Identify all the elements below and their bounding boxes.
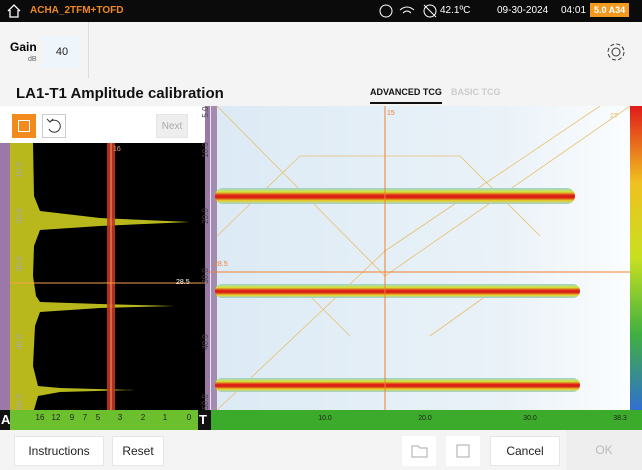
home-icon[interactable] [6, 3, 22, 19]
a-corner: A [1, 412, 11, 427]
a-amplitude-label: 2 [141, 413, 146, 422]
date: 09-30-2024 [497, 5, 549, 16]
tfm-cursor-label: 15 [387, 110, 395, 117]
tab-advanced[interactable]: ADVANCED TCG [370, 87, 442, 104]
reset-button[interactable]: Reset [112, 436, 164, 466]
gain-label: Gain [10, 40, 37, 54]
tfm-depth-label: 5.0 [201, 106, 210, 118]
tfm-index-label: 38.3 [613, 415, 627, 422]
a-amplitude-label: 9 [70, 413, 75, 422]
a-amplitude-label: 7 [83, 413, 88, 422]
title-row: LA1-T1 Amplitude calibration ADVANCED TC… [0, 78, 642, 106]
a-amplitude-label: 0 [187, 413, 192, 422]
toolbar: Next [0, 106, 210, 143]
tfm-depth-label: 10.0 [201, 142, 210, 158]
a-amplitude-label: 3 [118, 413, 123, 422]
app-name: ACHA_2TFM+TOFD [30, 5, 124, 16]
undo-button[interactable] [42, 114, 66, 138]
tfm-depth-label: 40.0 [201, 334, 210, 350]
scan-views: 10.0 20.0 30.0 40.0 50.0 16 28.5 16 12 9 7 5 3 2 1 0 A 5.… [0, 106, 642, 430]
a-depth-label: 10.0 [15, 162, 24, 178]
a-amplitude-label: 1 [163, 413, 168, 422]
gain-input[interactable]: 40 [43, 36, 81, 68]
ok-button[interactable]: OK [566, 430, 642, 470]
status-bar: ACHA_2TFM+TOFD 42.1ºC 09-30-2024 04:01 5… [0, 0, 642, 22]
tfm-index-label: 10.0 [318, 415, 332, 422]
a-amplitude-label: 5 [96, 413, 101, 422]
a-cursor-label: 16 [113, 146, 121, 153]
select-button[interactable] [12, 114, 36, 138]
status-icons [379, 4, 437, 18]
gain-row: Gain dB 40 [0, 22, 642, 78]
time: 04:01 [561, 5, 587, 16]
settings-button[interactable] [604, 40, 628, 64]
cancel-button[interactable]: Cancel [490, 436, 560, 466]
next-button[interactable]: Next [156, 114, 188, 138]
a-depth-label: 20.0 [15, 208, 24, 224]
badge: 5.0 A34 [590, 3, 630, 17]
tfm-depth-label: 30.0 [201, 268, 210, 284]
a-depth-label: 50.0 [15, 394, 24, 410]
tfm-depth-label: 50.0 [201, 394, 210, 410]
bottom-bar: Instructions Reset Cancel OK [0, 430, 642, 470]
a-depth-label: 30.0 [15, 256, 24, 272]
tfm-corner: T [199, 412, 207, 427]
tfm-cursor-label: 2T [610, 113, 619, 120]
a-cursor-label: 28.5 [176, 279, 190, 286]
a-amplitude-label: 16 [36, 413, 45, 422]
temperature: 42.1ºC [440, 5, 471, 16]
tab-basic[interactable]: BASIC TCG [451, 87, 501, 97]
gain-unit: dB [28, 56, 37, 63]
tfm-index-label: 30.0 [523, 415, 537, 422]
instructions-button[interactable]: Instructions [14, 436, 104, 466]
page-title: LA1-T1 Amplitude calibration [16, 85, 224, 102]
a-depth-label: 40.0 [15, 334, 24, 350]
tfm-index-label: 20.0 [418, 415, 432, 422]
a-amplitude-label: 12 [52, 413, 61, 422]
divider [88, 22, 89, 78]
tfm-depth-label: 20.0 [201, 208, 210, 224]
file-buttons[interactable] [402, 436, 482, 466]
tfm-cursor-label: 28.5 [214, 261, 228, 268]
